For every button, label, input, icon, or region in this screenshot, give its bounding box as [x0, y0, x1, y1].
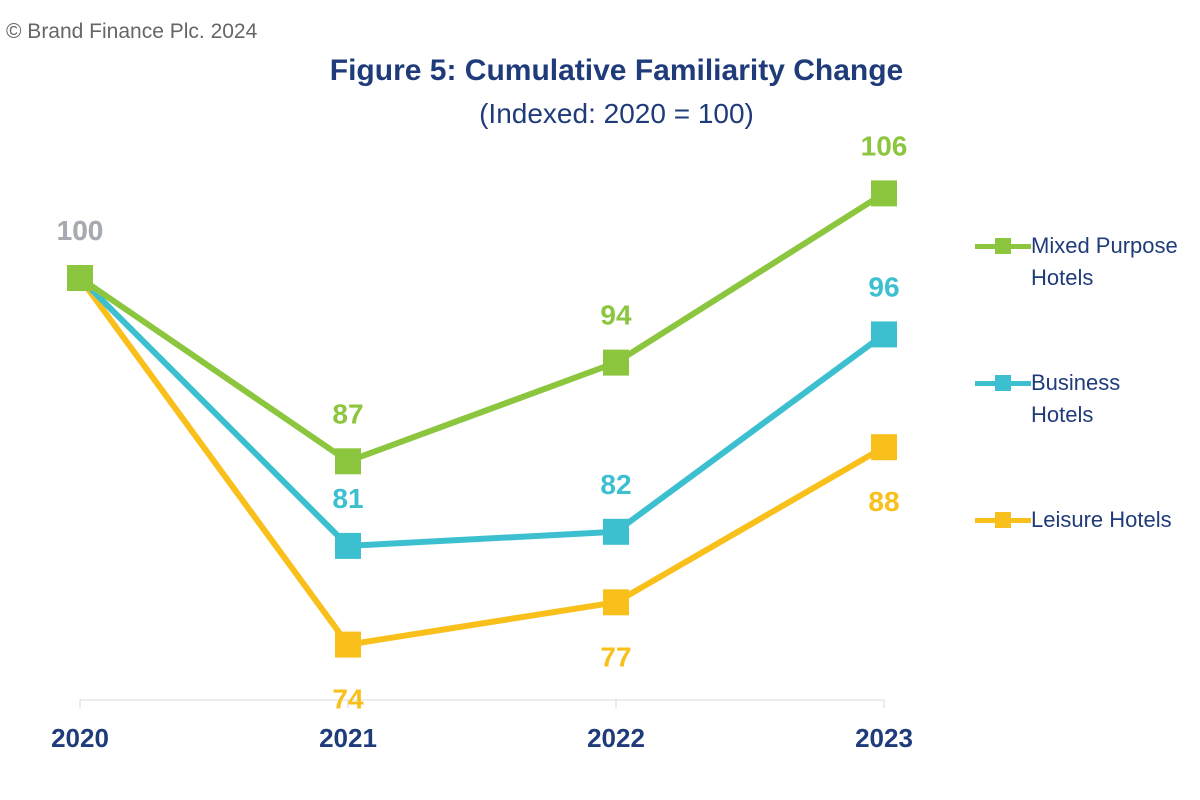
legend-label-business: Business Hotels	[1031, 370, 1121, 427]
data-point-0-0	[67, 265, 93, 291]
legend-marker	[995, 512, 1011, 528]
data-label-2-2: 77	[600, 641, 631, 672]
data-point-1-2	[603, 518, 629, 545]
x-tick-label-2020: 2020	[51, 723, 109, 753]
series-line-2	[77, 276, 886, 648]
series-line-1	[77, 275, 886, 549]
data-label-0-1: 87	[332, 398, 363, 429]
legend-item-mixed-purpose: Mixed Purpose Hotels	[975, 232, 1195, 294]
data-point-0-1	[335, 448, 361, 475]
data-label-0-2: 94	[600, 300, 632, 331]
data-label-start: 100	[57, 215, 104, 246]
data-label-2-1: 74	[332, 684, 364, 715]
data-point-1-3	[871, 321, 897, 348]
chart-subtitle: (Indexed: 2020 = 100)	[479, 98, 754, 129]
data-label-1-2: 82	[600, 469, 631, 500]
legend-item-leisure: Leisure Hotels	[975, 506, 1195, 536]
data-point-2-3	[871, 434, 897, 461]
data-label-0-0: 100	[57, 215, 104, 246]
chart-title: Figure 5: Cumulative Familiarity Change	[329, 54, 904, 87]
data-point-2-1	[335, 631, 361, 658]
data-label-0-3: 106	[861, 130, 908, 161]
x-tick-label-2022: 2022	[587, 723, 645, 753]
data-point-0-3	[871, 180, 897, 207]
data-label-2-3: 88	[868, 486, 899, 517]
legend-swatch-leisure	[975, 506, 1031, 532]
data-point-2-2	[603, 589, 629, 616]
legend-marker	[995, 375, 1011, 391]
legend-swatch-business	[975, 369, 1031, 395]
x-tick-label-2021: 2021	[319, 723, 377, 753]
copyright-text: © Brand Finance Plc. 2024	[6, 20, 258, 43]
data-point-0-2	[603, 349, 629, 376]
legend-marker	[995, 238, 1011, 254]
legend-item-business: Business Hotels	[975, 369, 1195, 431]
legend-label-mixed-purpose: Mixed Purpose Hotels	[1031, 233, 1178, 290]
legend-swatch-mixed-purpose	[975, 232, 1031, 258]
legend-label-leisure: Leisure Hotels	[1031, 507, 1172, 532]
x-tick-label-2023: 2023	[855, 723, 913, 753]
data-point-1-1	[335, 532, 361, 559]
data-label-1-3: 96	[868, 271, 899, 302]
series-line-0	[78, 190, 886, 465]
data-label-1-1: 81	[332, 483, 363, 514]
